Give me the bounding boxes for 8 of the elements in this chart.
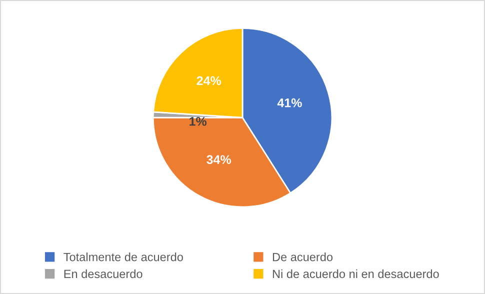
data-label: 41% [277, 98, 302, 108]
legend-label: Totalmente de acuerdo [64, 252, 183, 262]
legend-label: De acuerdo [272, 252, 333, 262]
legend-label: En desacuerdo [64, 269, 142, 278]
data-label: 24% [196, 76, 222, 86]
legend-label: Ni de acuerdo ni en desacuerdo [272, 269, 439, 278]
data-label: 1% [190, 116, 207, 126]
data-label: 34% [206, 155, 231, 164]
